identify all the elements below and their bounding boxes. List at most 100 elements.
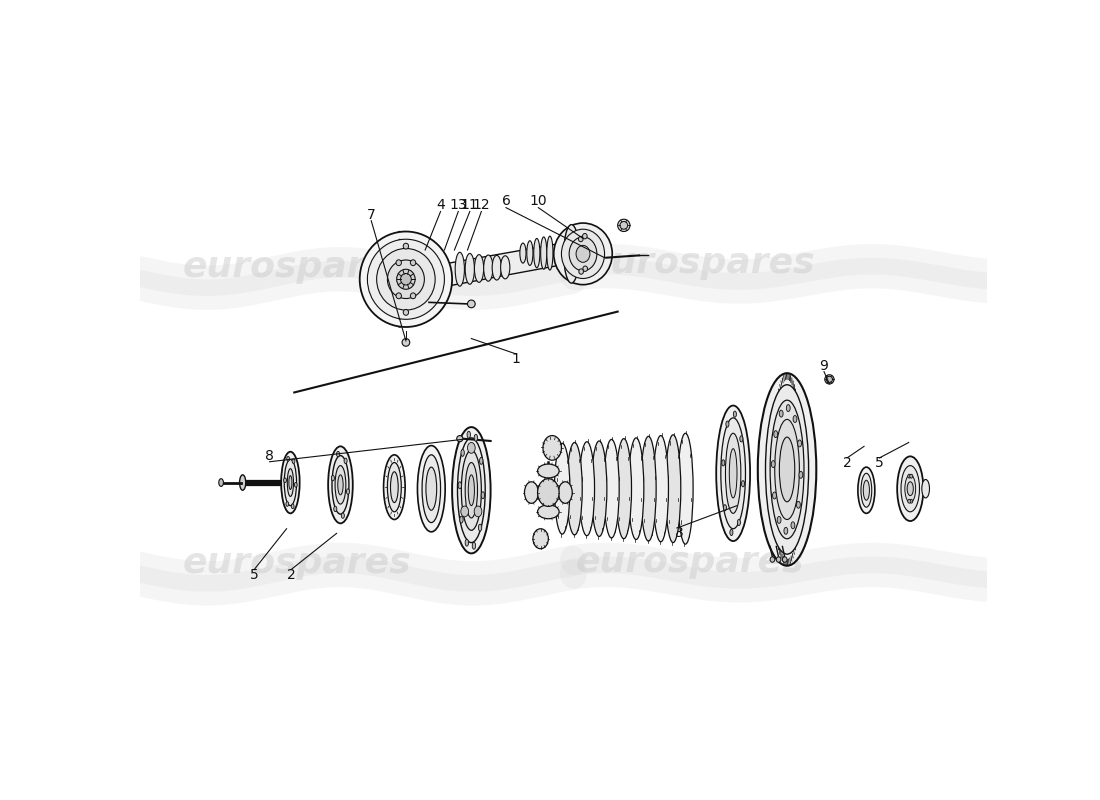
Ellipse shape: [520, 243, 526, 263]
Ellipse shape: [458, 438, 485, 542]
Text: 3: 3: [675, 526, 683, 540]
Ellipse shape: [740, 436, 743, 442]
Ellipse shape: [784, 527, 788, 534]
Ellipse shape: [474, 254, 484, 282]
Ellipse shape: [770, 557, 774, 562]
Ellipse shape: [410, 260, 416, 266]
Ellipse shape: [722, 460, 725, 466]
Ellipse shape: [286, 502, 288, 506]
Ellipse shape: [480, 458, 483, 464]
Ellipse shape: [328, 446, 353, 523]
Text: eurospares: eurospares: [183, 250, 411, 284]
Ellipse shape: [344, 458, 348, 463]
Ellipse shape: [922, 479, 930, 498]
Text: 4: 4: [437, 198, 444, 212]
Ellipse shape: [724, 505, 726, 511]
Ellipse shape: [554, 443, 570, 534]
Text: 6: 6: [502, 194, 510, 209]
Ellipse shape: [791, 522, 795, 529]
Ellipse shape: [561, 230, 605, 278]
Ellipse shape: [773, 430, 778, 438]
Ellipse shape: [861, 474, 871, 507]
Ellipse shape: [666, 435, 681, 542]
Ellipse shape: [460, 516, 463, 523]
Ellipse shape: [534, 529, 549, 549]
Ellipse shape: [779, 437, 795, 502]
Ellipse shape: [579, 236, 583, 242]
Ellipse shape: [468, 442, 475, 454]
Ellipse shape: [778, 517, 781, 523]
Ellipse shape: [734, 411, 736, 418]
Ellipse shape: [538, 478, 559, 506]
Ellipse shape: [461, 506, 469, 517]
Ellipse shape: [628, 438, 643, 539]
Ellipse shape: [737, 519, 740, 526]
Ellipse shape: [455, 252, 464, 286]
Ellipse shape: [772, 492, 777, 499]
Ellipse shape: [640, 436, 656, 541]
Text: eurospares: eurospares: [183, 546, 411, 581]
Ellipse shape: [404, 243, 408, 249]
Text: eurospares: eurospares: [575, 545, 804, 579]
Ellipse shape: [332, 455, 349, 514]
Ellipse shape: [478, 524, 482, 531]
Ellipse shape: [295, 482, 297, 487]
Text: eurospares: eurospares: [587, 246, 815, 280]
Ellipse shape: [474, 506, 482, 517]
Ellipse shape: [583, 234, 587, 239]
Ellipse shape: [367, 239, 444, 319]
Ellipse shape: [741, 481, 745, 487]
Ellipse shape: [826, 376, 833, 382]
Ellipse shape: [771, 461, 775, 467]
Ellipse shape: [390, 231, 409, 327]
Ellipse shape: [678, 434, 693, 544]
Ellipse shape: [397, 270, 415, 290]
Ellipse shape: [770, 400, 804, 538]
Ellipse shape: [720, 418, 746, 529]
Ellipse shape: [908, 482, 913, 496]
Ellipse shape: [404, 310, 408, 315]
Ellipse shape: [394, 239, 406, 319]
Text: 11: 11: [461, 198, 478, 212]
Ellipse shape: [566, 442, 582, 535]
Ellipse shape: [240, 475, 245, 490]
Ellipse shape: [287, 457, 289, 461]
Ellipse shape: [534, 238, 540, 268]
Ellipse shape: [579, 442, 595, 536]
Ellipse shape: [782, 557, 788, 562]
Ellipse shape: [468, 300, 475, 308]
Ellipse shape: [547, 236, 553, 270]
Ellipse shape: [396, 293, 402, 298]
Ellipse shape: [492, 255, 502, 280]
Ellipse shape: [456, 435, 463, 442]
Ellipse shape: [910, 474, 913, 478]
Ellipse shape: [337, 451, 340, 457]
Ellipse shape: [387, 260, 425, 298]
Ellipse shape: [576, 246, 590, 262]
Ellipse shape: [618, 219, 630, 231]
Ellipse shape: [282, 452, 299, 514]
Ellipse shape: [908, 499, 911, 503]
Ellipse shape: [410, 293, 416, 298]
Ellipse shape: [541, 237, 547, 270]
Ellipse shape: [287, 469, 294, 496]
Text: 7: 7: [367, 208, 375, 222]
Ellipse shape: [284, 478, 286, 482]
Ellipse shape: [525, 482, 538, 503]
Ellipse shape: [452, 427, 491, 554]
Ellipse shape: [289, 476, 292, 490]
Ellipse shape: [396, 260, 402, 266]
Ellipse shape: [403, 338, 410, 346]
Ellipse shape: [418, 446, 446, 532]
Ellipse shape: [422, 455, 440, 522]
Text: 2: 2: [287, 568, 296, 582]
Ellipse shape: [461, 450, 464, 456]
Ellipse shape: [779, 410, 783, 417]
Text: 9: 9: [820, 358, 828, 373]
Ellipse shape: [333, 506, 337, 511]
Ellipse shape: [583, 266, 587, 271]
Ellipse shape: [766, 385, 808, 554]
Text: 10: 10: [529, 194, 547, 209]
Ellipse shape: [474, 434, 477, 442]
Ellipse shape: [796, 502, 801, 508]
